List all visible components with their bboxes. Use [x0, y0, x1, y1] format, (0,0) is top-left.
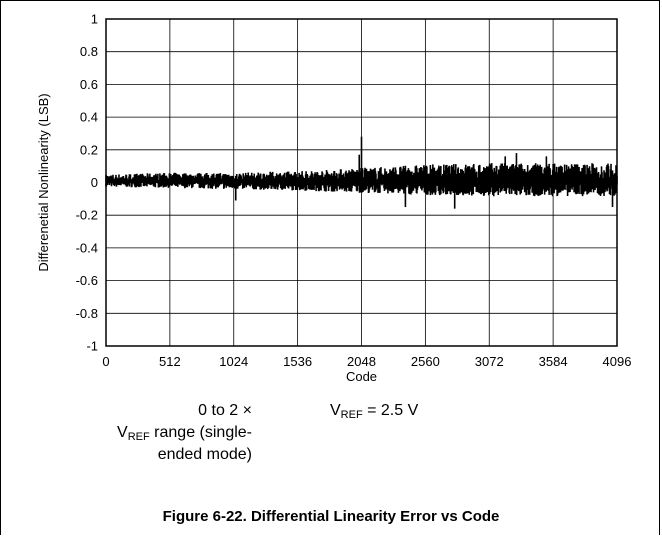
condition-range-line3: ended mode) — [157, 446, 252, 463]
x-tick-label: 2048 — [347, 354, 376, 369]
vref-symbol: V — [330, 402, 341, 419]
condition-range-line2: VREF range (single- — [20, 422, 252, 444]
dnl-chart: 1 0.8 0.6 0.4 0.2 0 -0.2 -0.4 -0.6 -0.8 -1 0 512 102… — [36, 12, 631, 385]
y-axis-label: Differenetial Nonlinearity (LSB) — [36, 93, 51, 271]
x-tick-label: 3584 — [539, 354, 568, 369]
y-tick-labels: 1 0.8 0.6 0.4 0.2 0 -0.2 -0.4 -0.6 -0.8 -1 — [76, 12, 98, 354]
x-tick-label: 512 — [159, 354, 181, 369]
condition-vref: VREF = 2.5 V — [330, 400, 418, 422]
figure-caption: Figure 6-22. Differential Linearity Erro… — [162, 508, 500, 525]
y-tick-label: 0 — [91, 175, 98, 190]
x-axis-label: Code — [346, 369, 377, 384]
y-tick-label: -1 — [86, 339, 98, 354]
x-tick-label: 3072 — [475, 354, 504, 369]
vref-value: = 2.5 V — [362, 402, 419, 419]
y-tick-label: -0.4 — [76, 240, 98, 255]
y-tick-label: -0.2 — [76, 208, 98, 223]
x-tick-label: 0 — [102, 354, 109, 369]
condition-range-text: range (single- — [149, 424, 252, 441]
y-tick-label: -0.6 — [76, 273, 98, 288]
x-tick-label: 2560 — [411, 354, 440, 369]
y-tick-label: 0.4 — [80, 110, 98, 125]
vref-subscript: REF — [127, 431, 150, 443]
condition-range-line1: 0 to 2 × — [198, 402, 252, 419]
y-tick-label: 1 — [91, 12, 98, 27]
condition-range: 0 to 2 × VREF range (single- ended mode) — [20, 400, 252, 466]
vref-symbol: V — [117, 424, 128, 441]
y-tick-label: 0.2 — [80, 142, 98, 157]
y-tick-label: -0.8 — [76, 306, 98, 321]
y-tick-label: 0.6 — [80, 77, 98, 92]
x-tick-labels: 0 512 1024 1536 2048 2560 3072 3584 4096 — [102, 354, 631, 369]
x-tick-label: 1024 — [219, 354, 248, 369]
vref-subscript: REF — [340, 409, 363, 421]
plot-border — [105, 18, 618, 347]
x-tick-label: 4096 — [603, 354, 632, 369]
x-tick-label: 1536 — [283, 354, 312, 369]
y-tick-label: 0.8 — [80, 44, 98, 59]
